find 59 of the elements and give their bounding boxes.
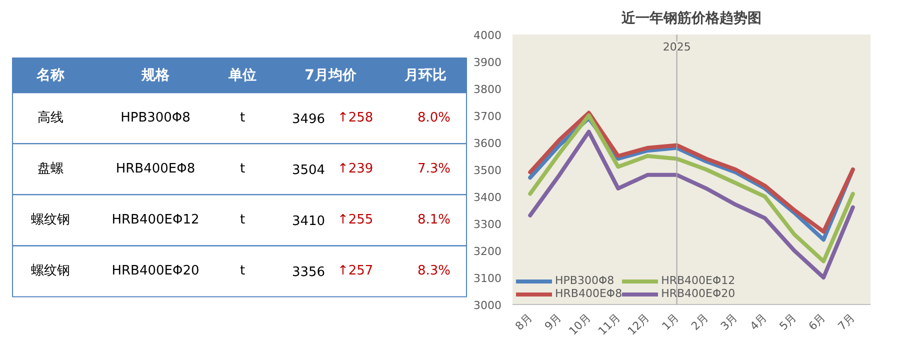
x-tick-label: 9月: [542, 310, 564, 333]
y-tick-label: 4000: [474, 29, 502, 42]
text: ↑255: [338, 212, 374, 228]
text: HRB400EΦ20: [112, 264, 200, 279]
text: HRB400EΦ8: [116, 162, 196, 177]
chart-title: 近一年钢筋价格趋势图: [620, 10, 762, 26]
text: HRB400EΦ12: [112, 212, 200, 228]
y-tick-label: 3100: [474, 272, 502, 285]
x-tick-label: 7月: [836, 310, 858, 333]
x-tick-label: 3月: [718, 310, 740, 333]
x-tick-label: 12月: [625, 310, 652, 338]
x-tick-label: 1月: [660, 310, 682, 333]
text: t: [240, 212, 246, 228]
x-tick-label: 6月: [806, 310, 828, 333]
y-tick-label: 3700: [474, 110, 502, 123]
text: 7.3%: [417, 162, 451, 177]
ref-line-label: 2025: [662, 40, 691, 54]
category-label: 名称: [36, 67, 64, 84]
text: ↑258: [338, 110, 374, 126]
text: ↑239: [338, 162, 374, 177]
text: ↑257: [338, 264, 374, 279]
y-tick-label: 3800: [474, 83, 502, 96]
y-tick-label: 3400: [474, 191, 502, 204]
category-label: 规格: [140, 67, 170, 84]
line-series: [528, 114, 855, 264]
legend-label: HRB400EΦ8: [555, 287, 622, 300]
text: 盘螺: [38, 162, 64, 177]
category-label: 月环比: [404, 67, 446, 84]
text: 3356: [292, 265, 326, 280]
x-tick-label: 8月: [512, 310, 535, 333]
y-tick-label: 3300: [474, 218, 502, 231]
x-tick-label: 10月: [566, 310, 594, 338]
text: 3496: [292, 112, 326, 128]
text: 3410: [292, 214, 326, 230]
text: 8.1%: [417, 212, 451, 228]
y-tick-label: 3600: [474, 137, 502, 150]
x-tick-label: 2月: [688, 310, 711, 333]
text: 螺纹钢: [31, 264, 70, 279]
x-tick-label: 4月: [748, 310, 770, 333]
text: 8.0%: [417, 110, 451, 126]
legend-label: HPB300Φ8: [555, 274, 614, 287]
legend-label: HRB400EΦ20: [661, 287, 736, 300]
text: 3504: [292, 163, 326, 178]
legend-label: HRB400EΦ12: [661, 274, 736, 287]
text: 高线: [38, 110, 64, 126]
x-tick-label: 11月: [596, 310, 623, 338]
category-label: 7月均价: [304, 67, 358, 84]
text: HPB300Φ8: [120, 110, 190, 126]
text: t: [240, 110, 246, 126]
text: t: [240, 264, 246, 279]
category-label: 单位: [228, 67, 256, 84]
x-tick-label: 5月: [776, 310, 799, 333]
y-tick-label: 3900: [474, 56, 502, 69]
y-tick-label: 3000: [474, 299, 502, 312]
text: t: [240, 162, 246, 177]
text: 螺纹钢: [31, 212, 70, 228]
text: 8.3%: [417, 264, 451, 279]
y-tick-label: 3200: [474, 245, 502, 258]
y-tick-label: 3500: [474, 164, 502, 177]
